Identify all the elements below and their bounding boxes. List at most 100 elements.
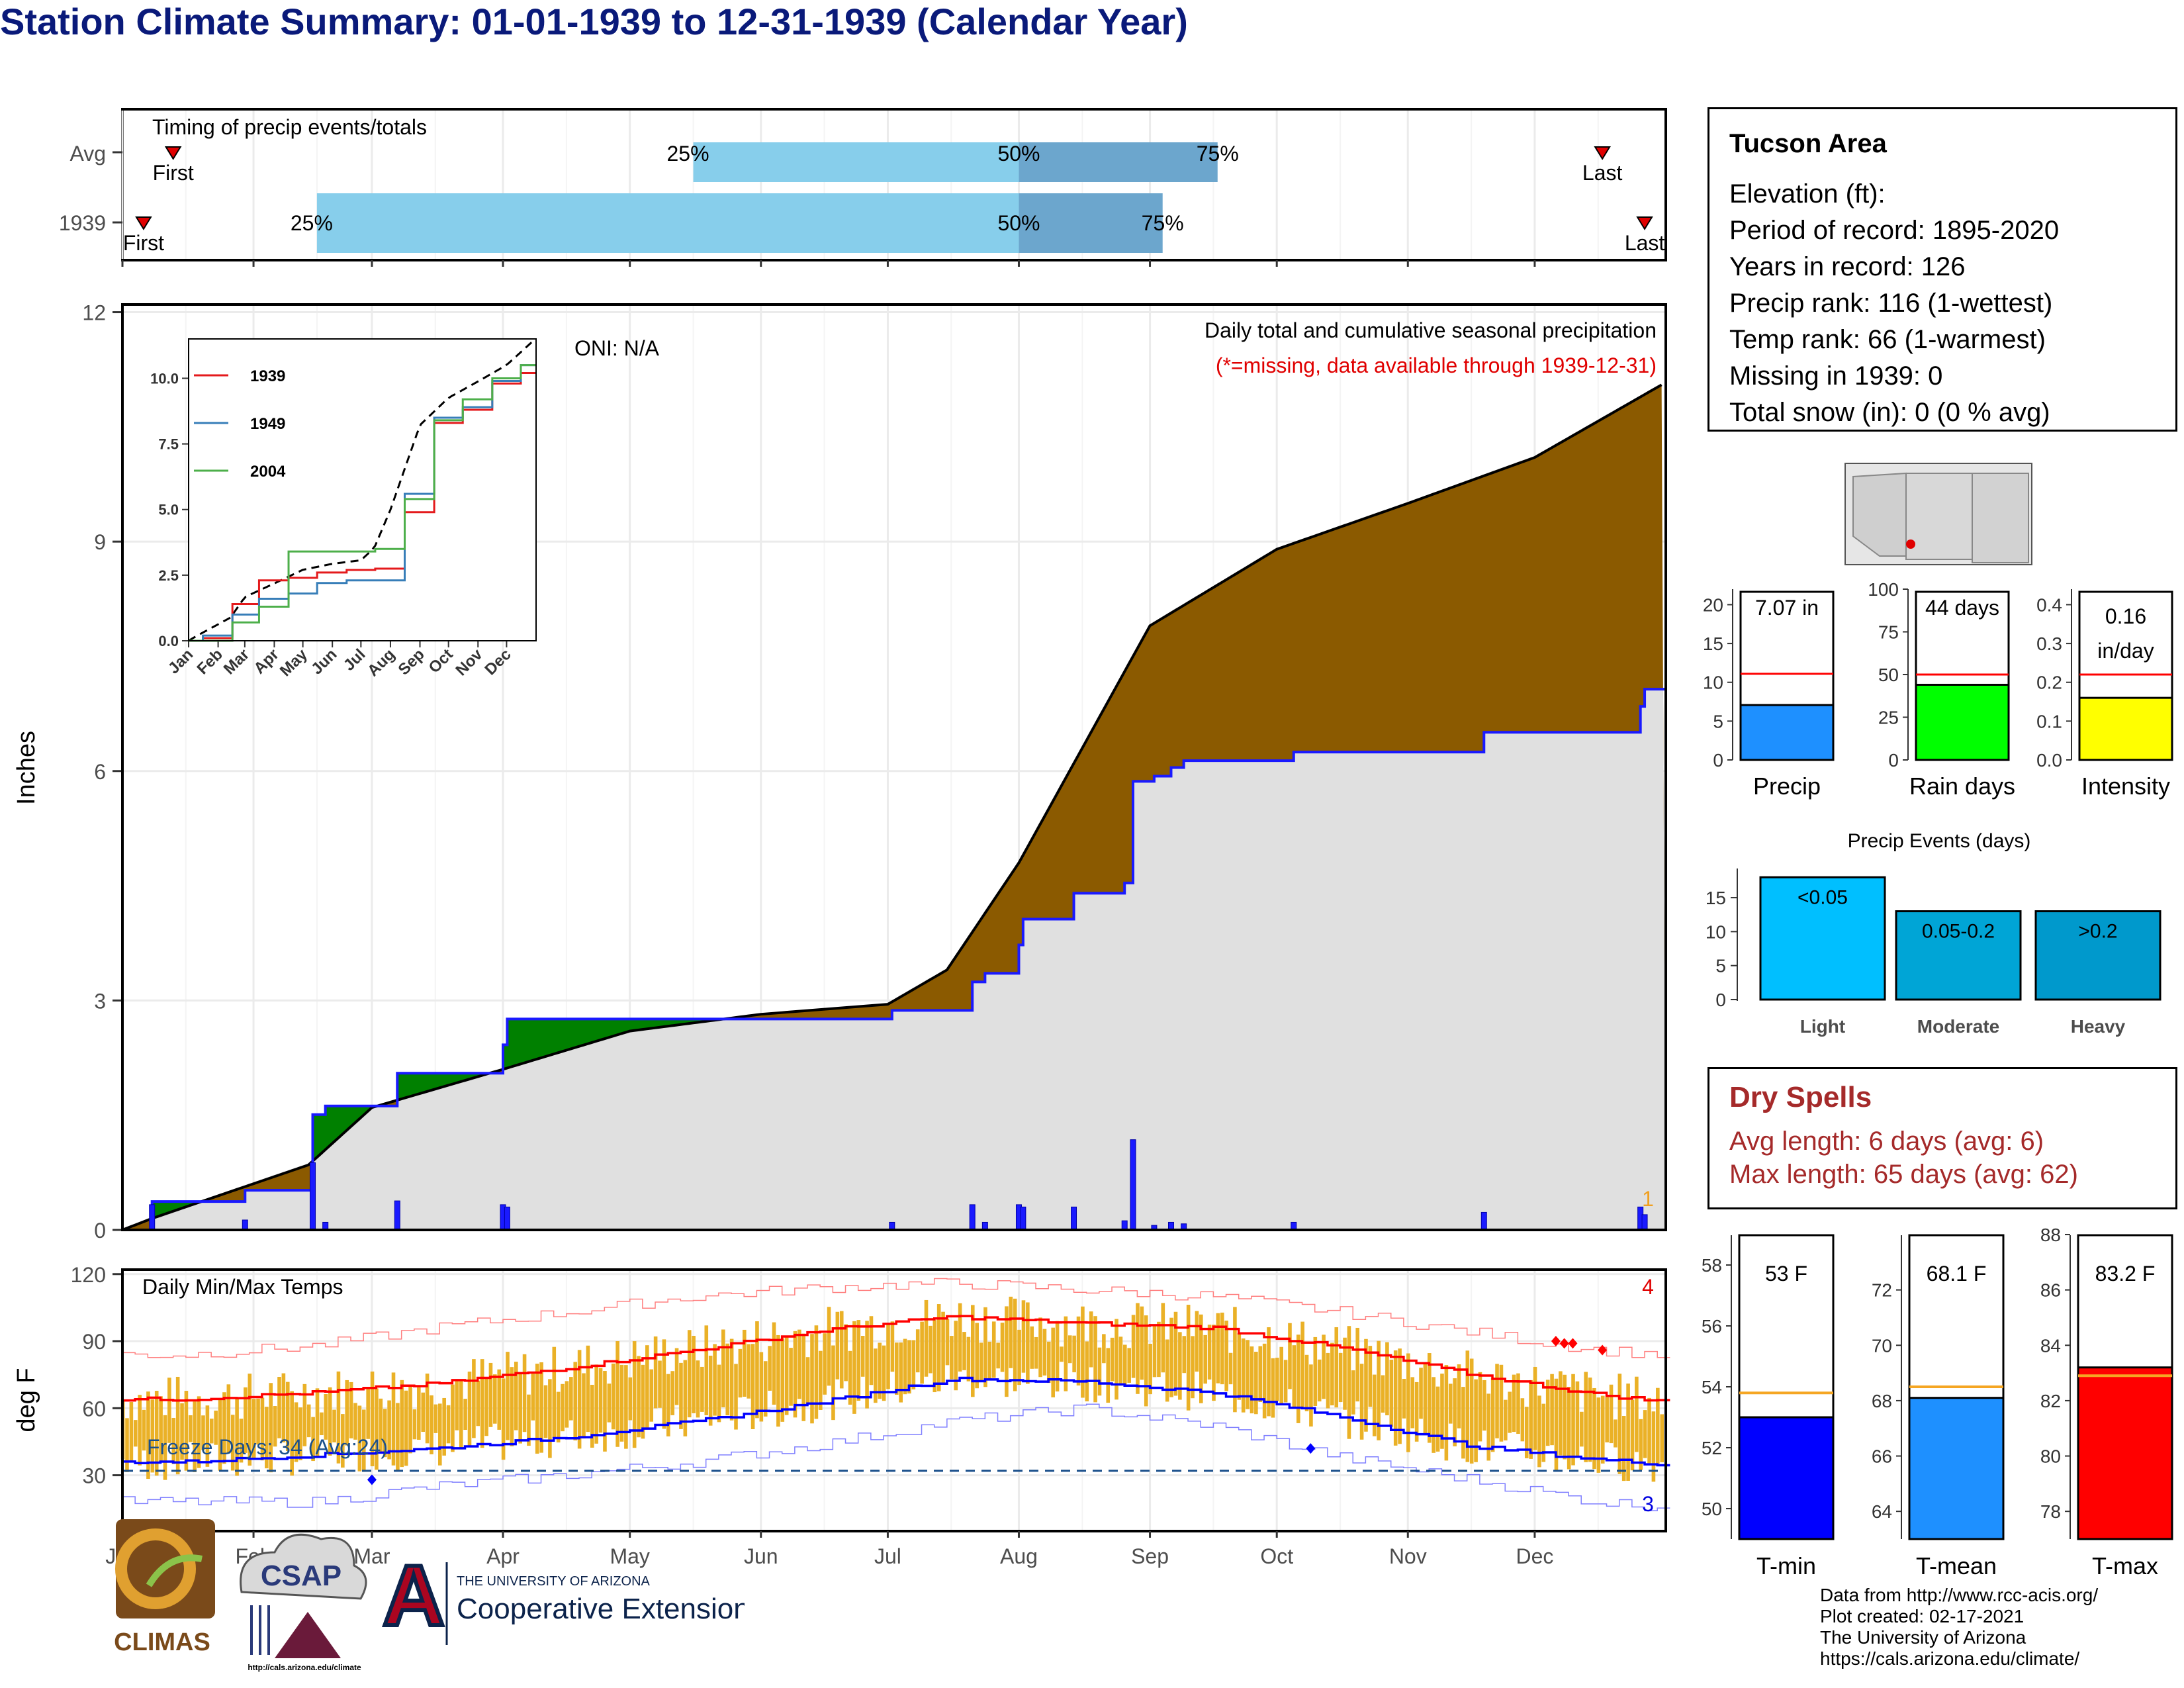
daily-precip-bar bbox=[504, 1206, 510, 1231]
daily-temp-bar bbox=[768, 1346, 772, 1391]
station-info-box: Tucson Area Elevation (ft): Period of re… bbox=[1707, 107, 2177, 432]
daily-temp-bar bbox=[763, 1361, 768, 1417]
climas-text: CLIMAS bbox=[114, 1628, 210, 1656]
daily-temp-bar bbox=[1224, 1320, 1228, 1391]
daily-temp-bar bbox=[1575, 1381, 1580, 1456]
daily-temp-bar bbox=[421, 1392, 426, 1432]
daily-temp-bar bbox=[1186, 1305, 1191, 1411]
missing-count: 1 bbox=[1642, 1187, 1654, 1211]
daily-temp-bar bbox=[704, 1325, 709, 1415]
daily-temp-bar bbox=[941, 1311, 945, 1383]
timing-p50-label: 50% bbox=[997, 142, 1040, 165]
inset-legend-label: 1939 bbox=[250, 367, 285, 385]
last-label: Last bbox=[1625, 231, 1665, 255]
daily-temp-bar bbox=[721, 1329, 725, 1407]
daily-precip-bar bbox=[1020, 1206, 1026, 1231]
daily-temp-bar bbox=[1495, 1364, 1499, 1438]
daily-temp-bar bbox=[154, 1391, 159, 1476]
daily-temp-bar bbox=[1504, 1399, 1508, 1441]
timing-p75-label: 75% bbox=[1142, 211, 1184, 235]
daily-temp-bar bbox=[1533, 1366, 1537, 1450]
daily-temp-bar bbox=[328, 1387, 332, 1456]
daily-temp-bar bbox=[624, 1365, 628, 1449]
daily-temp-bar bbox=[835, 1311, 840, 1380]
record-low-line bbox=[122, 1403, 1670, 1511]
daily-temp-bar bbox=[1241, 1338, 1246, 1413]
daily-temp-bar bbox=[1567, 1387, 1571, 1470]
daily-temp-bar bbox=[970, 1305, 975, 1397]
avg-max-line bbox=[122, 1315, 1670, 1402]
mini-bar-ytick-label: 0.1 bbox=[2036, 711, 2062, 731]
daily-temp-bar bbox=[488, 1362, 493, 1427]
daily-temp-bar bbox=[565, 1381, 569, 1428]
daily-temp-bar bbox=[874, 1348, 878, 1403]
daily-temp-bar bbox=[244, 1387, 248, 1453]
daily-temp-bar bbox=[159, 1396, 163, 1463]
precip-note-1: Daily total and cumulative seasonal prec… bbox=[1205, 318, 1657, 342]
daily-temp-bar bbox=[915, 1329, 920, 1373]
station-snow: Total snow (in): 0 (0 % avg) bbox=[1729, 398, 2050, 427]
daily-temp-bar bbox=[1102, 1334, 1106, 1364]
daily-temp-bar bbox=[1165, 1339, 1169, 1402]
daily-temp-bar bbox=[911, 1340, 916, 1389]
daily-precip-bar bbox=[969, 1204, 976, 1231]
daily-temp-bar bbox=[1047, 1341, 1051, 1383]
daily-temp-bar bbox=[1313, 1336, 1318, 1406]
daily-temp-bar bbox=[324, 1393, 328, 1440]
temp-ytick-label: 120 bbox=[71, 1263, 106, 1287]
inset-ytick-label: 5.0 bbox=[158, 502, 179, 518]
daily-temp-bar bbox=[222, 1392, 226, 1464]
daily-temp-bar bbox=[1605, 1397, 1609, 1442]
daily-temp-bar bbox=[535, 1364, 539, 1454]
daily-temp-bar bbox=[1448, 1383, 1453, 1424]
csap-url: http://cals.arizona.edu/climate bbox=[248, 1663, 361, 1672]
daily-temp-bar bbox=[1423, 1362, 1428, 1436]
daily-temp-bar bbox=[1220, 1312, 1224, 1385]
daily-temp-bar bbox=[433, 1404, 438, 1433]
daily-temp-bar bbox=[256, 1398, 260, 1445]
daily-temp-bar bbox=[1118, 1336, 1123, 1386]
daily-precip-bar bbox=[242, 1219, 248, 1231]
daily-temp-bar bbox=[1309, 1364, 1313, 1427]
mini-bar-label: Rain days bbox=[1909, 773, 2015, 800]
daily-temp-bar bbox=[582, 1373, 586, 1439]
timing-bars: 25% 50% 75% First Last 25% 50% 75% First Last bbox=[113, 142, 1664, 255]
mini-bar-value bbox=[2078, 696, 2173, 761]
daily-temp-bar bbox=[1465, 1350, 1470, 1462]
daily-temp-bar bbox=[991, 1321, 996, 1378]
daily-temp-bar bbox=[506, 1352, 510, 1440]
daily-temp-bar bbox=[1414, 1382, 1419, 1442]
inset-legend-label: 1949 bbox=[250, 415, 285, 433]
daily-temp-bar bbox=[1038, 1317, 1042, 1378]
daily-temp-bar bbox=[637, 1356, 641, 1438]
daily-temp-bar bbox=[708, 1355, 713, 1426]
map-state-tx bbox=[1972, 473, 2029, 563]
temp-bar-ytick-label: 50 bbox=[1702, 1499, 1722, 1519]
daily-temp-bar bbox=[1419, 1368, 1423, 1419]
mini-bar-unit-label: in/day bbox=[2097, 639, 2154, 663]
daily-temp-bar bbox=[1013, 1298, 1017, 1391]
first-marker-icon bbox=[164, 146, 182, 160]
daily-temp-bar bbox=[1161, 1303, 1165, 1373]
daily-temp-bar bbox=[878, 1342, 882, 1399]
daily-temp-bar bbox=[472, 1359, 476, 1438]
daily-temp-bar bbox=[408, 1386, 412, 1454]
cold-count: 3 bbox=[1642, 1492, 1654, 1516]
daily-temp-bar bbox=[1300, 1321, 1304, 1409]
timing-label: Timing of precip events/totals bbox=[152, 115, 427, 139]
precip-plot bbox=[122, 383, 1666, 1231]
daily-temp-bar bbox=[1428, 1353, 1432, 1443]
daily-temp-bar bbox=[1093, 1316, 1097, 1403]
events-category-label: Heavy bbox=[2071, 1016, 2126, 1037]
daily-temp-bar bbox=[1228, 1352, 1233, 1385]
daily-temp-bar bbox=[1381, 1375, 1385, 1413]
daily-temp-bar bbox=[1144, 1315, 1148, 1407]
daily-temp-bar bbox=[1385, 1342, 1389, 1416]
temp-bar-ytick-label: 56 bbox=[1702, 1316, 1722, 1336]
daily-temp-bar bbox=[747, 1344, 751, 1399]
daily-temp-bar bbox=[1393, 1350, 1398, 1446]
month-label: Oct bbox=[1260, 1544, 1293, 1568]
record-low-marker-icon bbox=[367, 1474, 377, 1485]
daily-temp-bar bbox=[1588, 1378, 1592, 1462]
